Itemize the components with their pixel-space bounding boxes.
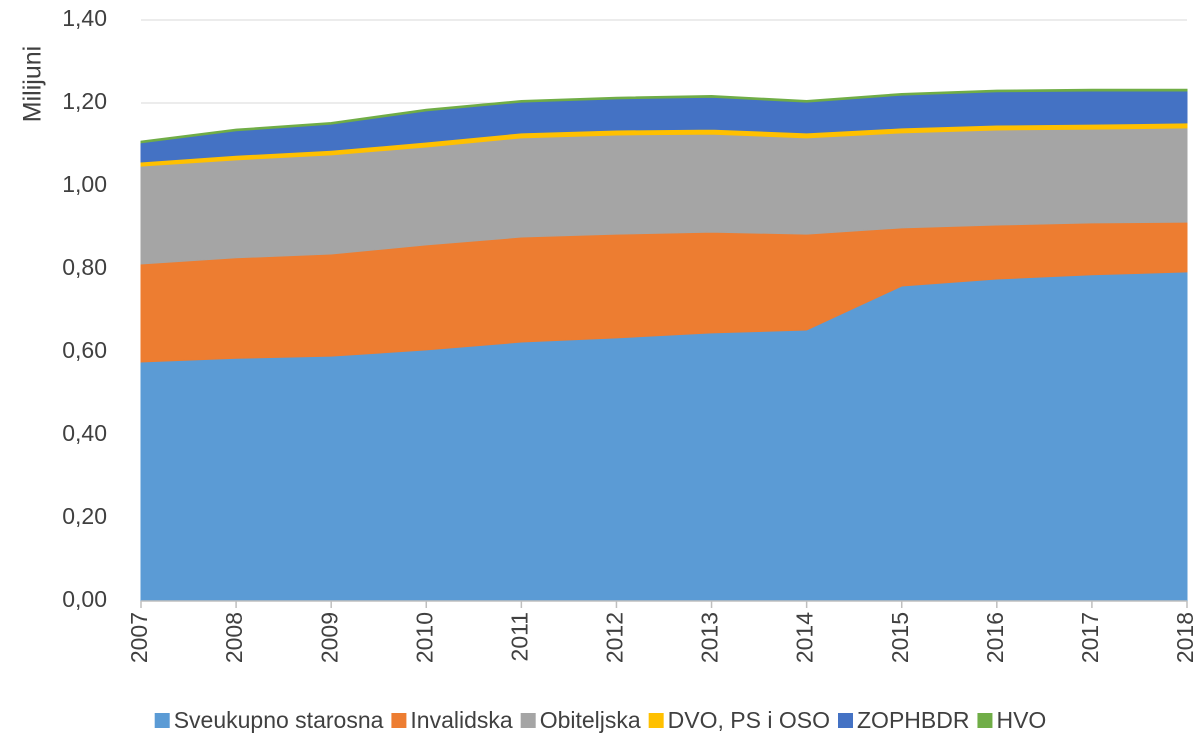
legend-swatch: [648, 713, 664, 728]
x-tick-label: 2015: [887, 612, 913, 663]
legend-swatch: [520, 713, 536, 728]
y-tick-label: 0,80: [62, 254, 107, 280]
legend-label: Invalidska: [410, 707, 512, 733]
y-tick-label: 1,40: [62, 5, 107, 31]
y-tick-label: 0,20: [62, 503, 107, 529]
x-tick-label: 2011: [506, 612, 532, 661]
y-tick-label: 0,60: [62, 337, 107, 363]
legend-swatch: [838, 713, 853, 728]
x-tick-label: 2014: [792, 612, 818, 663]
x-tick-label: 2009: [316, 612, 342, 663]
legend: Sveukupno starosna Invalidska Obiteljska DV…: [154, 707, 1046, 733]
legend-label: Obiteljska: [540, 707, 641, 733]
y-axis-label: Milijuni: [19, 46, 47, 122]
x-tick-label: 2017: [1077, 612, 1103, 663]
y-tick-label: 1,20: [62, 88, 107, 114]
x-tick-label: 2012: [602, 612, 628, 663]
legend-swatch: [154, 713, 170, 728]
y-tick-label: 1,00: [62, 171, 107, 197]
x-tick-label: 2016: [982, 612, 1008, 663]
legend-label: DVO, PS i OSO: [668, 707, 830, 733]
x-tick-label: 2007: [126, 612, 152, 663]
x-tick-label: 2008: [221, 612, 247, 663]
area: [140, 88, 1188, 144]
legend-label: Sveukupno starosna: [174, 707, 384, 733]
legend-swatch: [977, 713, 993, 728]
x-tick-label: 2013: [697, 612, 723, 663]
y-tick-label: 0,40: [62, 420, 107, 446]
x-tick-label: 2018: [1172, 612, 1198, 663]
x-tick-label: 2010: [411, 612, 437, 663]
y-tick-label: 0,00: [62, 586, 107, 612]
legend-label: ZOPHBDR: [857, 707, 969, 733]
legend-swatch: [391, 713, 407, 728]
legend-label: HVO: [996, 707, 1046, 733]
